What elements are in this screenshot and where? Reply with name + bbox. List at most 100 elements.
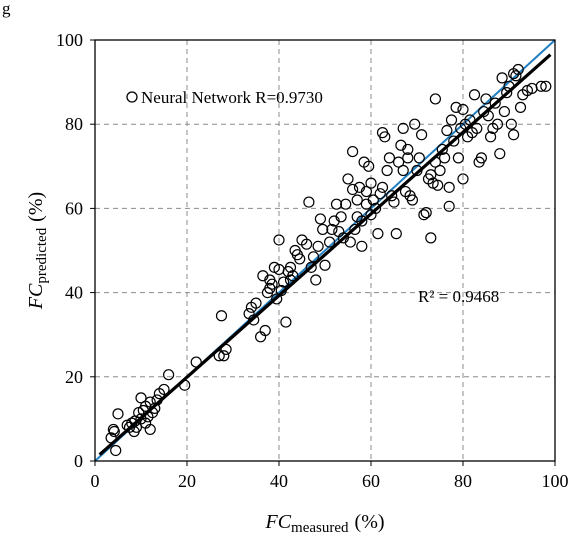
data-point [480, 93, 492, 105]
data-point [105, 432, 117, 444]
y-tick-label: 20 [65, 367, 83, 387]
data-point [349, 223, 361, 236]
data-point [450, 101, 462, 113]
y-tick-label: 40 [65, 283, 83, 303]
data-point [163, 369, 175, 381]
x-tick-label: 60 [362, 471, 380, 491]
data-point [340, 198, 352, 210]
data-point [464, 114, 476, 126]
data-point [416, 129, 428, 141]
data-point [445, 114, 458, 126]
data-point [284, 261, 297, 273]
data-point [393, 156, 405, 168]
data-point [347, 145, 359, 158]
x-axis-label: FCmeasured (%) [264, 511, 384, 536]
y-axis-label-sub: predicted [34, 227, 50, 283]
data-point [144, 423, 156, 436]
fit-line [98, 53, 552, 456]
data-point [498, 105, 510, 118]
data-point [372, 228, 384, 240]
x-axis-label-main: FC [264, 511, 291, 533]
data-point [220, 343, 232, 356]
data-point [213, 350, 225, 362]
data-point [397, 164, 409, 177]
data-point [347, 183, 359, 196]
data-point [439, 152, 451, 164]
data-point [425, 232, 437, 244]
data-point [275, 284, 287, 297]
figure-corner-label: g [2, 0, 11, 18]
data-point [443, 200, 455, 212]
data-point [324, 236, 336, 248]
x-tick-label: 80 [454, 471, 472, 491]
data-point [425, 169, 437, 181]
data-point [512, 63, 524, 76]
data-point [411, 164, 423, 177]
data-point [402, 143, 414, 156]
data-point [351, 194, 363, 206]
y-tick-label: 100 [56, 30, 83, 50]
data-point [381, 164, 393, 177]
data-point [356, 240, 368, 252]
data-point [491, 118, 504, 130]
data-point [376, 181, 389, 193]
data-point [374, 188, 386, 200]
data-point [110, 444, 122, 457]
fit-r-squared-label: R² = 0.9468 [418, 287, 499, 306]
plot-area-border [94, 39, 556, 462]
data-point [443, 181, 455, 193]
x-tick-label: 100 [542, 471, 569, 491]
data-point [436, 143, 448, 156]
data-point [370, 202, 382, 214]
data-point [432, 179, 444, 191]
data-point [448, 135, 460, 147]
data-point [441, 124, 453, 137]
data-point [108, 425, 120, 438]
data-point [365, 177, 377, 189]
data-point [151, 394, 163, 406]
legend-entry-label: Neural Network R=0.9730 [141, 88, 323, 107]
data-point [406, 194, 418, 206]
x-tick-label: 20 [178, 471, 196, 491]
data-point [215, 310, 228, 322]
data-point [303, 196, 315, 208]
x-axis-label-unit: (%) [355, 511, 385, 533]
data-point [363, 160, 375, 172]
data-point [397, 122, 409, 135]
data-point [510, 70, 522, 82]
data-point [540, 80, 552, 92]
data-point [452, 152, 464, 164]
data-point [457, 173, 469, 185]
y-tick-label: 60 [65, 198, 83, 218]
data-point [535, 80, 547, 92]
data-point [330, 198, 343, 210]
data-point [305, 261, 317, 273]
y-axis-ticks: 0 20 40 60 80 100 [56, 30, 95, 471]
data-point [294, 253, 306, 265]
data-point [429, 93, 441, 105]
data-point [312, 240, 324, 252]
data-point [457, 103, 469, 116]
data-point [130, 421, 142, 433]
legend: Neural Network R=0.9730 [126, 88, 323, 107]
y-tick-label: 80 [65, 114, 83, 134]
data-point [496, 72, 508, 84]
grid-lines [95, 40, 555, 461]
data-point [273, 234, 285, 246]
y-axis-label-unit: (%) [25, 192, 47, 222]
y-axis-label-main: FC [25, 283, 47, 310]
data-point [507, 129, 520, 141]
data-point [482, 110, 494, 122]
data-point [429, 156, 441, 168]
data-point [278, 276, 290, 288]
y-axis-label: FCpredicted (%) [25, 192, 50, 310]
x-tick-label: 40 [270, 471, 288, 491]
data-point [314, 213, 326, 225]
data-point [135, 392, 147, 404]
data-point [367, 194, 379, 206]
data-point [310, 274, 322, 286]
data-point [514, 101, 527, 113]
data-point [158, 383, 170, 396]
